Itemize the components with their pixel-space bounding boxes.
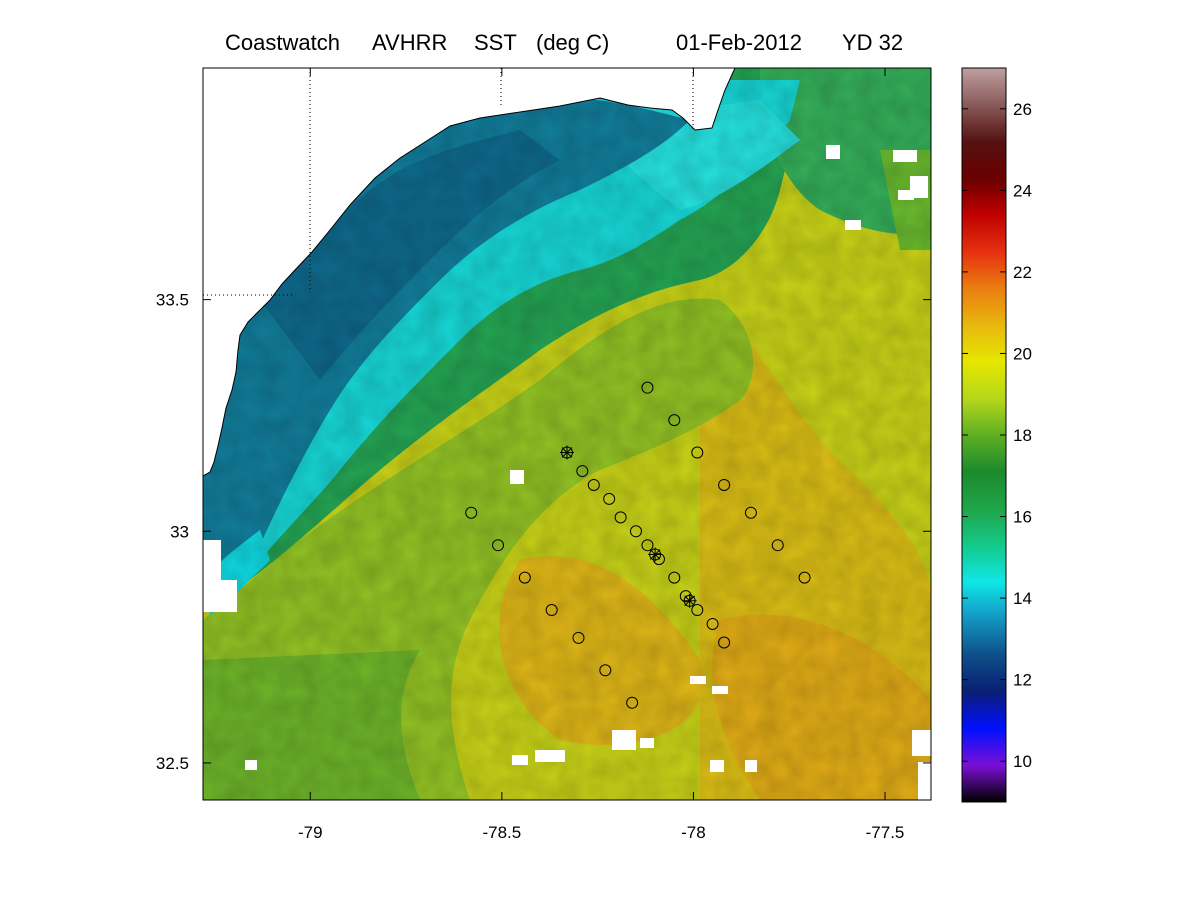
station-circle	[798, 571, 811, 584]
map-frame	[202, 67, 932, 801]
colorbar-tick-label: 20	[1013, 344, 1032, 363]
x-tick-label: -78.5	[482, 823, 521, 842]
station-circle	[603, 492, 616, 505]
station-circle	[599, 664, 612, 677]
station-circle	[576, 465, 589, 478]
x-tick-label: -78	[681, 823, 706, 842]
station-circle	[691, 604, 704, 617]
title-sensor: AVHRR	[372, 30, 448, 55]
station-circle	[465, 506, 478, 519]
y-tick-label: 33	[170, 522, 189, 541]
x-axis: -79 -78.5 -78 -77.5	[298, 68, 904, 842]
colorbar-tick-label: 14	[1013, 589, 1032, 608]
station-circle	[545, 604, 558, 617]
colorbar-tick-label: 22	[1013, 263, 1032, 282]
station-circle	[668, 414, 681, 427]
y-axis: 33.5 33 32.5	[156, 291, 931, 773]
station-circle	[652, 553, 665, 566]
cloud-masks	[203, 145, 931, 800]
station-markers	[465, 381, 811, 709]
station-circle	[641, 381, 654, 394]
station-circle	[629, 525, 642, 538]
graticule	[203, 68, 694, 296]
station-circle	[744, 506, 757, 519]
station-circle	[614, 511, 627, 524]
title-yearday: YD 32	[842, 30, 904, 55]
colorbar-scale	[961, 67, 1007, 803]
station-circle	[641, 539, 654, 552]
y-tick-label: 32.5	[156, 754, 189, 773]
station-circle	[691, 446, 704, 459]
station-circle	[626, 696, 639, 709]
station-star	[648, 547, 663, 562]
colorbar-tick-label: 10	[1013, 752, 1032, 771]
colorbar: 10 12 14 16 18 20 22 24 26	[961, 67, 1032, 803]
colorbar-tick-label: 12	[1013, 671, 1032, 690]
colorbar-tick-label: 18	[1013, 426, 1032, 445]
colorbar-tick-label: 24	[1013, 181, 1032, 200]
coastline-land	[203, 68, 736, 477]
title-date: 01-Feb-2012	[676, 30, 802, 55]
station-circle	[718, 478, 731, 491]
title-variable: SST	[474, 30, 517, 55]
station-star	[560, 445, 574, 460]
colorbar-tick-label: 26	[1013, 100, 1032, 119]
x-tick-label: -77.5	[866, 823, 905, 842]
sst-field	[203, 68, 931, 800]
colorbar-tick-label: 16	[1013, 508, 1032, 527]
title-units: (deg C)	[536, 30, 610, 55]
station-circle	[771, 539, 784, 552]
station-star	[682, 593, 697, 608]
station-circle	[668, 571, 681, 584]
station-circle	[706, 617, 719, 630]
x-tick-label: -79	[298, 823, 323, 842]
station-circle	[572, 631, 585, 644]
title-product: Coastwatch	[225, 30, 340, 55]
station-circle	[587, 478, 600, 491]
station-circle	[492, 539, 505, 552]
station-circle	[718, 636, 731, 649]
station-circle	[679, 590, 692, 603]
station-circle	[518, 571, 531, 584]
y-tick-label: 33.5	[156, 291, 189, 310]
